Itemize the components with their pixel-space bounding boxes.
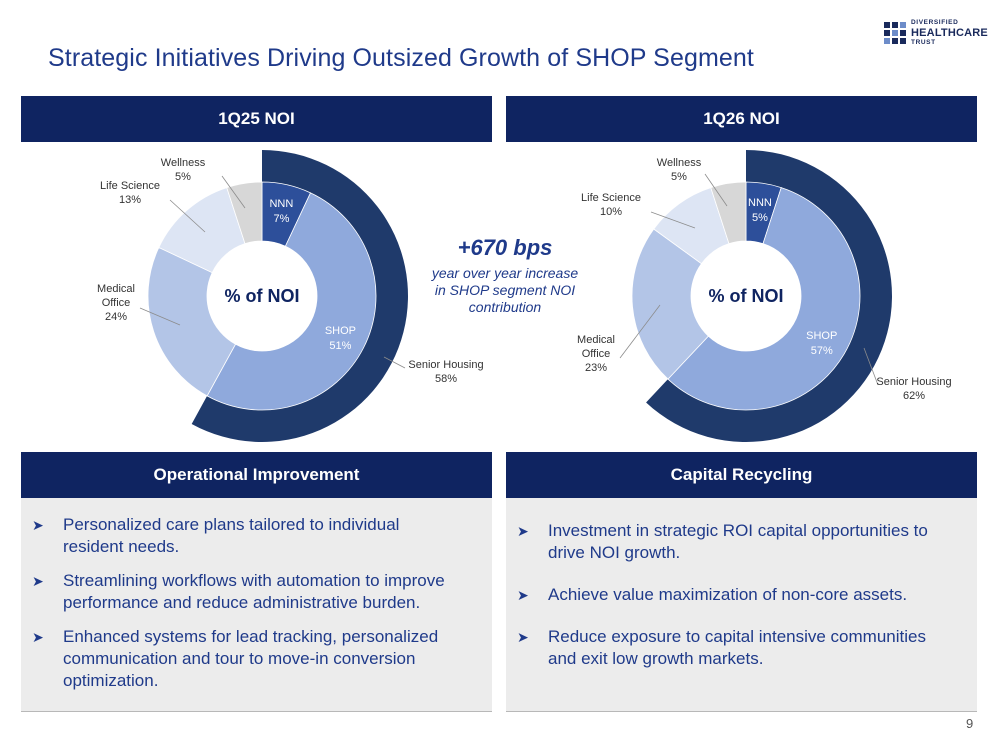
callout-line3: contribution: [468, 299, 542, 315]
bps-callout: +670 bps year over year increase in SHOP…: [412, 235, 598, 316]
arrow-bullet-icon: ➤: [517, 629, 529, 645]
donut-charts: NNN 7% SHOP 51% Medical Office 24% Life Science…: [97, 150, 952, 443]
page-title: Strategic Initiatives Driving Outsized G…: [48, 44, 754, 72]
slice-shop: [667, 187, 861, 411]
arrow-bullet-icon: ➤: [32, 629, 44, 645]
center-label: % of NOI: [709, 286, 784, 306]
slice-wellness: [226, 181, 263, 245]
slice-wellness: [710, 181, 747, 245]
logo-line3: TRUST: [911, 38, 936, 46]
arrow-bullet-icon: ➤: [517, 587, 529, 603]
slice-label-life-science: Life Science 13%: [100, 180, 160, 206]
senior-housing-ring: [646, 150, 892, 442]
slice-label-shop: SHOP 57%: [806, 330, 837, 357]
senior-housing-label: Senior Housing 62%: [876, 376, 951, 402]
capital-bullet-2: ➤ Achieve value maximization of non-core…: [517, 585, 908, 604]
arrow-bullet-icon: ➤: [517, 523, 529, 539]
capital-bullet-3: ➤ Reduce exposure to capital intensive c…: [517, 627, 926, 668]
leader-line: [221, 175, 246, 209]
left-chart-header: 1Q25 NOI: [21, 96, 492, 142]
capital-header: Capital Recycling: [506, 452, 977, 498]
leader-line: [863, 347, 879, 386]
arrow-bullet-icon: ➤: [32, 517, 44, 533]
slice-label-life-science: Life Science 10%: [581, 192, 641, 218]
slice-label-nnn: NNN 5%: [748, 197, 772, 224]
operational-bullet-1: ➤ Personalized care plans tailored to in…: [32, 515, 400, 556]
leader-line: [650, 211, 696, 229]
slice-label-medical-office: Medical Office 24%: [97, 283, 135, 323]
slice-medical-office: [631, 228, 709, 380]
leader-line: [619, 304, 661, 359]
slice-medical-office: [147, 246, 237, 397]
logo-grid-icon: [884, 22, 906, 44]
slice-label-shop: SHOP 51%: [325, 325, 356, 352]
operational-header: Operational Improvement: [21, 452, 492, 498]
page-number: 9: [966, 716, 974, 731]
leader-line: [383, 356, 406, 369]
capital-bullet-1: ➤ Investment in strategic ROI capital op…: [517, 521, 928, 562]
donut-center: [691, 241, 801, 351]
logo-line1: DIVERSIFIED: [911, 19, 959, 26]
callout-value: +670 bps: [457, 235, 553, 260]
slice-shop: [206, 192, 377, 411]
leader-line: [704, 173, 728, 207]
center-label: % of NOI: [225, 286, 300, 306]
senior-housing-ring: [191, 150, 409, 443]
donut-center: [207, 241, 317, 351]
slice-label-medical-office: Medical Office 23%: [577, 334, 615, 374]
capital-panel: ➤ Investment in strategic ROI capital op…: [506, 498, 977, 712]
arrow-bullet-icon: ➤: [32, 573, 44, 589]
slice-label-wellness: Wellness 5%: [161, 157, 206, 183]
logo-line2: HEALTHCARE: [911, 26, 988, 39]
callout-line2: in SHOP segment NOI: [434, 282, 576, 298]
operational-bullet-3: ➤ Enhanced systems for lead tracking, pe…: [32, 627, 439, 690]
senior-housing-label: Senior Housing 58%: [408, 359, 483, 385]
company-logo: DIVERSIFIED HEALTHCARE TRUST: [884, 19, 988, 48]
callout-line1: year over year increase: [431, 265, 579, 281]
right-chart-header: 1Q26 NOI: [506, 96, 977, 142]
slice-label-nnn: NNN 7%: [269, 198, 293, 225]
operational-bullet-2: ➤ Streamlining workflows with automation…: [32, 571, 445, 612]
leader-line: [139, 307, 181, 326]
operational-panel: ➤ Personalized care plans tailored to in…: [21, 498, 492, 712]
slice-label-wellness: Wellness 5%: [657, 157, 702, 183]
leader-line: [169, 199, 206, 233]
